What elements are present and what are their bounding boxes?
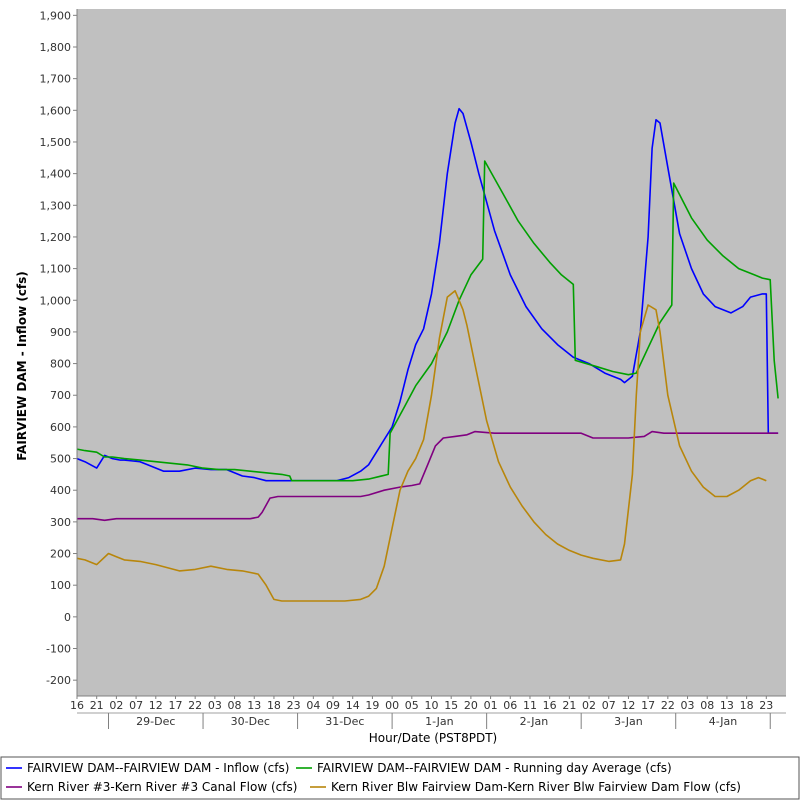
x-day-label: 2-Jan [520,715,549,728]
legend-label-4: Kern River Blw Fairview Dam-Kern River B… [331,780,741,794]
x-hour-tick-label: 17 [168,699,182,712]
y-tick-label: 300 [50,516,71,529]
x-hour-tick-label: 21 [90,699,104,712]
legend-label-2: FAIRVIEW DAM--FAIRVIEW DAM - Running day… [317,761,672,775]
x-day-label: 1-Jan [425,715,454,728]
legend-box [0,756,800,800]
y-tick-label: 400 [50,484,71,497]
series-line-1 [76,107,779,482]
x-hour-tick-label: 05 [405,699,419,712]
x-hour-tick-label: 02 [582,699,596,712]
x-hour-tick-label: 04 [306,699,320,712]
y-tick-label: 900 [50,326,71,339]
x-hour-tick-label: 20 [464,699,478,712]
x-hour-tick-label: 06 [503,699,517,712]
y-tick-label: -200 [46,674,71,687]
y-tick-label: 1,700 [40,73,72,86]
x-hour-tick-label: 02 [109,699,123,712]
x-hour-tick-label: 14 [346,699,360,712]
y-tick-label: 1,900 [40,9,72,22]
x-hour-tick-label: 12 [149,699,163,712]
x-hour-tick-label: 10 [425,699,439,712]
x-hour-tick-label: 15 [444,699,458,712]
legend-label-1: FAIRVIEW DAM--FAIRVIEW DAM - Inflow (cfs… [27,761,289,775]
y-tick-label: 1,200 [40,231,72,244]
y-tick-label: 1,000 [40,294,72,307]
x-hour-tick-label: 11 [523,699,537,712]
x-hour-tick-label: 13 [720,699,734,712]
x-day-label: 30-Dec [231,715,270,728]
x-hour-tick-label: 18 [267,699,281,712]
y-tick-label: -100 [46,643,71,656]
series-line-4 [76,289,767,602]
x-hour-tick-label: 16 [543,699,557,712]
legend-label-3: Kern River #3-Kern River #3 Canal Flow (… [27,780,297,794]
x-hour-tick-label: 12 [621,699,635,712]
x-day-label: 31-Dec [325,715,364,728]
x-hour-tick-label: 08 [700,699,714,712]
x-hour-tick-label: 08 [228,699,242,712]
x-hour-tick-label: 18 [740,699,754,712]
x-hour-tick-label: 13 [247,699,261,712]
series-line-3 [77,430,779,522]
series-layer [76,107,779,602]
y-tick-label: 1,100 [40,263,72,276]
y-tick-label: 1,800 [40,41,72,54]
x-hour-tick-label: 09 [326,699,340,712]
x-hour-tick-label: 19 [365,699,379,712]
x-hour-tick-label: 01 [484,699,498,712]
x-hour-tick-label: 23 [759,699,773,712]
y-tick-label: 1,300 [40,199,72,212]
x-hour-tick-label: 03 [681,699,695,712]
y-tick-label: 1,600 [40,104,72,117]
x-hour-tick-label: 22 [188,699,202,712]
y-tick-label: 500 [50,453,71,466]
x-hour-tick-label: 21 [562,699,576,712]
y-axis: -200 -100 0 100 200 300 400 500 600 700 800 900 1,00… [40,9,78,696]
y-tick-label: 1,500 [40,136,72,149]
x-day-label: 4-Jan [709,715,738,728]
y-tick-label: 600 [50,421,71,434]
x-axis: 16 21 02 07 12 17 22 03 08 13 18 23 04 09 14 19 00 05 10 15… [70,695,786,729]
x-axis-title: Hour/Date (PST8PDT) [369,731,497,745]
y-tick-label: 700 [50,389,71,402]
y-tick-label: 800 [50,358,71,371]
x-day-label: 3-Jan [614,715,643,728]
series-line-2 [76,160,779,482]
x-hour-tick-label: 17 [641,699,655,712]
y-tick-label: 200 [50,548,71,561]
x-hour-tick-label: 16 [70,699,84,712]
x-hour-tick-label: 00 [385,699,399,712]
legend: FAIRVIEW DAM--FAIRVIEW DAM - Inflow (cfs… [6,761,741,794]
x-hour-tick-label: 07 [129,699,143,712]
y-tick-label: 0 [64,611,71,624]
y-tick-label: 100 [50,579,71,592]
y-tick-label: 1,400 [40,168,72,181]
y-axis-title: FAIRVIEW DAM - Inflow (cfs) [15,271,29,461]
plot-area [77,9,786,696]
x-hour-tick-label: 23 [287,699,301,712]
x-day-label: 29-Dec [136,715,175,728]
x-hour-tick-label: 22 [661,699,675,712]
x-hour-tick-label: 03 [208,699,222,712]
x-hour-tick-label: 07 [602,699,616,712]
